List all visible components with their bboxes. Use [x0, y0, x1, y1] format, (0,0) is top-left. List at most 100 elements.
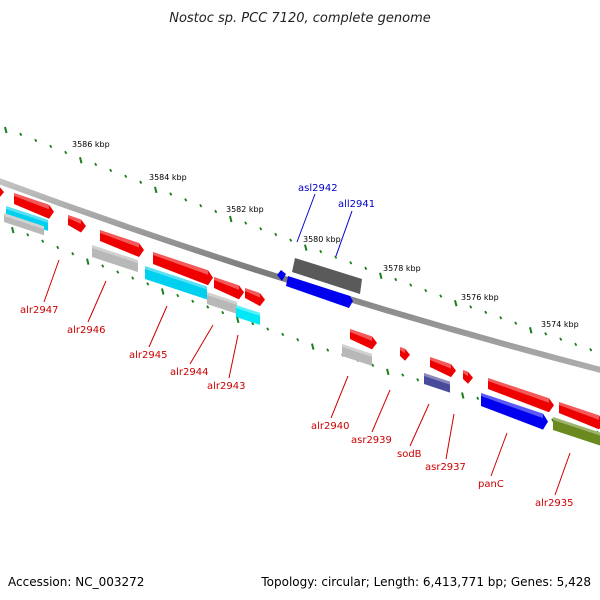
ruler-tick: [94, 162, 98, 167]
kbp-label: 3580 kbp: [303, 235, 341, 244]
gene-feature-alr2945-shade: [153, 252, 208, 275]
ruler-tick: [424, 288, 428, 293]
gene-label-asr2937[interactable]: asr2937: [425, 462, 466, 473]
gene-label-alr2945[interactable]: alr2945: [129, 350, 167, 361]
ruler-tick: [469, 305, 473, 309]
ruler-tick: [49, 144, 53, 149]
gene-feature-all2941[interactable]: [286, 276, 353, 308]
gene-feature-olive-2935: [553, 417, 600, 446]
gene-feature-alr2940-shade: [350, 329, 372, 341]
gene-label-alr2946[interactable]: alr2946: [67, 325, 105, 336]
ruler-tick: [146, 282, 150, 286]
leader-alr2947: [43, 259, 60, 303]
gene-feature-sodB-shade: [430, 357, 451, 369]
gene-feature-alr2946-a: [68, 215, 86, 233]
genome-summary-text: Topology: circular; Length: 6,413,771 bp…: [260, 575, 591, 589]
gene-feature-alr2947: [14, 193, 54, 219]
gene-feature-cyan-2945-shade: [145, 266, 207, 290]
gene-feature-teal-2943-shade: [236, 305, 260, 316]
ruler-tick: [169, 192, 173, 196]
leader-alr2943: [228, 334, 239, 379]
leader-alr2945: [148, 305, 168, 348]
ruler-tick: [206, 305, 210, 309]
ruler-tick: [529, 327, 533, 334]
gene-label-alr2940[interactable]: alr2940: [311, 421, 349, 432]
ruler-tick: [319, 249, 323, 254]
ruler-tick: [311, 343, 315, 350]
ruler-tick: [34, 138, 38, 143]
leader-asl2942: [296, 193, 316, 243]
gene-feature-alr2946-shade: [100, 230, 139, 248]
gene-label-alr2935[interactable]: alr2935: [535, 498, 573, 509]
ruler-tick: [364, 266, 368, 271]
gene-feature-alr2943: [245, 288, 265, 307]
ruler-tick: [161, 288, 165, 295]
gene-label-panC[interactable]: panC: [478, 479, 504, 490]
ruler-tick: [304, 244, 308, 251]
gene-label-alr2947[interactable]: alr2947: [20, 305, 58, 316]
ruler-tick: [416, 378, 420, 382]
gene-feature-left-edge: [0, 187, 4, 197]
ruler-tick: [349, 261, 353, 265]
gene-feature-alr2940: [350, 329, 377, 350]
ruler-tick: [259, 227, 263, 231]
ruler-tick: [199, 203, 203, 208]
ruler-tick: [56, 245, 60, 250]
gene-feature-teal-2943: [236, 305, 260, 325]
ruler-tick: [544, 332, 548, 336]
gene-feature-sodB: [430, 357, 456, 378]
gene-label-sodB[interactable]: sodB: [397, 449, 422, 460]
ruler-tick: [124, 174, 128, 179]
ruler-tick: [326, 348, 330, 352]
gene-feature-gray-2941[interactable]: [292, 258, 362, 294]
ruler-tick: [26, 233, 30, 237]
leader-alr2946: [87, 280, 107, 323]
ruler-tick: [266, 327, 270, 331]
gene-feature-navy-sodB: [424, 373, 450, 393]
ruler-tick: [559, 337, 563, 341]
gene-feature-panC-shade: [488, 378, 549, 403]
ruler-tick: [191, 299, 195, 304]
ruler-tick: [64, 150, 68, 155]
gene-label-asl2942[interactable]: asl2942: [298, 183, 338, 194]
gene-feature-gray-2946: [92, 245, 138, 273]
ruler-tick: [244, 221, 248, 225]
ruler-tick: [281, 332, 285, 337]
ruler-tick: [116, 270, 120, 274]
gene-feature-alr2946-a-shade: [68, 215, 81, 224]
leader-panC: [490, 432, 508, 477]
ruler-tick: [289, 238, 293, 242]
gene-feature-alr2944: [214, 277, 244, 300]
gene-feature-asl2942[interactable]: [277, 270, 286, 281]
kbp-label: 3578 kbp: [383, 264, 421, 273]
ruler-tick: [334, 255, 338, 259]
gene-feature-alr2945: [153, 252, 213, 286]
gene-feature-asr2937-shade: [463, 370, 468, 377]
leader-asr2939: [371, 389, 391, 433]
gene-feature-gray-2944-shade: [207, 292, 237, 305]
ruler-tick: [439, 294, 443, 298]
ruler-labels: 3586 kbp 3584 kbp 3582 kbp 3580 kbp 3578…: [72, 140, 579, 329]
gene-label-asr2939[interactable]: asr2939: [351, 435, 392, 446]
gene-feature-gray-2940: [342, 344, 372, 366]
gene-feature-gray-2944: [207, 292, 237, 314]
leader-alr2935: [554, 452, 571, 496]
gene-feature-gray-2947: [4, 213, 44, 236]
ruler-tick: [184, 198, 188, 202]
kbp-label: 3586 kbp: [72, 140, 110, 149]
kbp-label: 3582 kbp: [226, 205, 264, 214]
ruler-tick: [221, 310, 225, 315]
ruler-tick: [109, 168, 113, 173]
gene-feature-blue-panC-shade: [481, 393, 543, 419]
ruler-tick: [4, 126, 8, 134]
gene-feature-cyan-2947-shade: [6, 206, 48, 223]
ruler-tick: [574, 342, 578, 347]
kbp-label: 3584 kbp: [149, 173, 187, 182]
ruler-tick: [296, 337, 300, 342]
ruler-tick: [19, 132, 23, 137]
gene-label-alr2943[interactable]: alr2943: [207, 381, 245, 392]
gene-label-all2941[interactable]: all2941: [338, 199, 375, 210]
gene-feature-alr2944-shade: [214, 277, 239, 290]
gene-label-alr2944[interactable]: alr2944: [170, 367, 208, 378]
ruler-tick: [176, 293, 180, 298]
